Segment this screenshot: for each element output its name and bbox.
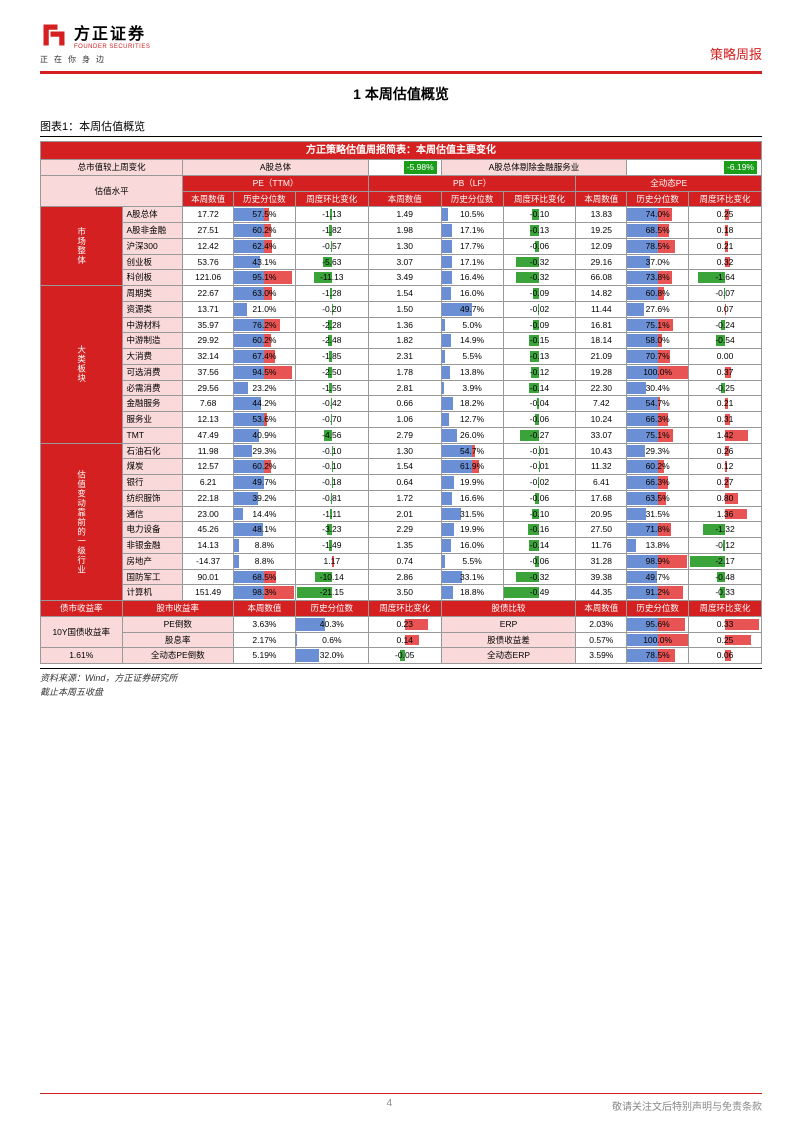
table-row: 资源类13.71 21.0% -0.201.50 49.7% -0.0211.4… [41, 301, 762, 317]
page-header: 方正证券 FOUNDER SECURITIES 正在你身边 策略周报 [40, 20, 762, 74]
table-row: 通信23.00 14.4% -1.112.01 31.5% -0.1020.95… [41, 506, 762, 522]
mktcap-row: 总市值较上周变化 A股总体 -5.98% A股总体剔除金融服务业 -6.19% [41, 160, 762, 176]
source-line2: 截止本周五收盘 [40, 685, 762, 699]
valuation-table: 方正策略估值周报简表：本周估值主要变化 总市值较上周变化 A股总体 -5.98%… [40, 141, 762, 664]
table-row: 市场整体A股总体17.72 57.5% -1.131.49 10.5% -0.1… [41, 207, 762, 223]
page-footer: 4 敬请关注文后特别声明与免责条款 [40, 1093, 762, 1113]
table-row: 可选消费37.56 94.5% -2.501.78 13.8% -0.1219.… [41, 364, 762, 380]
table-row: 国防军工90.01 68.5% -10.142.86 33.1% -0.3239… [41, 569, 762, 585]
table-row: 服务业12.13 53.6% -0.701.06 12.7% -0.0610.2… [41, 412, 762, 428]
table-row: 房地产-14.37 8.8% 1.170.74 5.5% -0.0631.28 … [41, 553, 762, 569]
table-row: 科创板121.06 95.1% -11.133.49 16.4% -0.3266… [41, 270, 762, 286]
table-row: 银行6.21 49.7% -0.180.64 19.9% -0.026.41 6… [41, 475, 762, 491]
report-type-label: 策略周报 [710, 44, 762, 63]
chart-title: 图表1：本周估值概览 [40, 118, 762, 137]
logo-block: 方正证券 FOUNDER SECURITIES 正在你身边 [40, 20, 150, 65]
footer-note: 敬请关注文后特别声明与免责条款 [612, 1098, 762, 1113]
table-row: 大类板块周期类22.67 63.0% -1.281.54 16.0% -0.09… [41, 286, 762, 302]
founder-logo-icon [40, 21, 68, 49]
table-row: 纺织服饰22.18 39.2% -0.811.72 16.6% -0.0617.… [41, 490, 762, 506]
table-main-header: 方正策略估值周报简表：本周估值主要变化 [41, 142, 762, 160]
table-row: A股非金融27.51 60.2% -1.821.98 17.1% -0.1319… [41, 223, 762, 239]
table-row: 非银金融14.13 8.8% -1.491.35 16.0% -0.1411.7… [41, 538, 762, 554]
logo-tagline: 正在你身边 [40, 54, 150, 65]
table-row: 必需消费29.56 23.2% -1.552.81 3.9% -0.1422.3… [41, 380, 762, 396]
table-row: 中游制造29.92 60.2% -2.481.82 14.9% -0.1518.… [41, 333, 762, 349]
bond-row: 10Y国债收益率PE倒数3.63% 40.3% 0.23ERP2.03% 95.… [41, 616, 762, 632]
bond-header-row: 债市收益率 股市收益率 本周数值 历史分位数 周度环比变化 股债比较 本周数值 … [41, 601, 762, 617]
table-row: TMT47.49 40.9% -4.562.79 26.0% -0.2733.0… [41, 427, 762, 443]
section-title: 1 本周估值概览 [40, 84, 762, 104]
source-line1: 资料来源：Wind，方正证券研究所 [40, 671, 762, 685]
table-row: 大消费32.14 67.4% -1.852.31 5.5% -0.1321.09… [41, 349, 762, 365]
table-row: 电力设备45.26 48.1% -3.232.29 19.9% -0.1627.… [41, 522, 762, 538]
table-row: 中游材料35.97 76.2% -2.281.36 5.0% -0.0916.8… [41, 317, 762, 333]
table-row: 计算机151.49 98.3% -21.153.50 18.8% -0.4944… [41, 585, 762, 601]
table-row: 沪深30012.42 62.4% -0.571.30 17.7% -0.0612… [41, 238, 762, 254]
bond-row: 1.61%全动态PE倒数5.19% 32.0% -0.05全动态ERP3.59%… [41, 648, 762, 664]
source-note: 资料来源：Wind，方正证券研究所 截止本周五收盘 [40, 668, 762, 700]
logo-en-text: FOUNDER SECURITIES [74, 44, 150, 50]
table-row: 金融服务7.68 44.2% -0.420.66 18.2% -0.047.42… [41, 396, 762, 412]
bond-row: 股息率2.17% 0.6% 0.14股债收益差0.57% 100.0% 0.25 [41, 632, 762, 648]
table-row: 估值变动靠前的一级行业石油石化11.98 29.3% -0.101.30 54.… [41, 443, 762, 459]
logo-cn-text: 方正证券 [74, 20, 150, 44]
table-row: 煤炭12.57 60.2% -0.101.54 61.9% -0.0111.32… [41, 459, 762, 475]
group-header-row: 估值水平 PE（TTM） PB（LF） 全动态PE [41, 175, 762, 191]
page-number: 4 [387, 1098, 393, 1113]
table-row: 创业板53.76 43.1% -5.633.07 17.1% -0.3229.1… [41, 254, 762, 270]
